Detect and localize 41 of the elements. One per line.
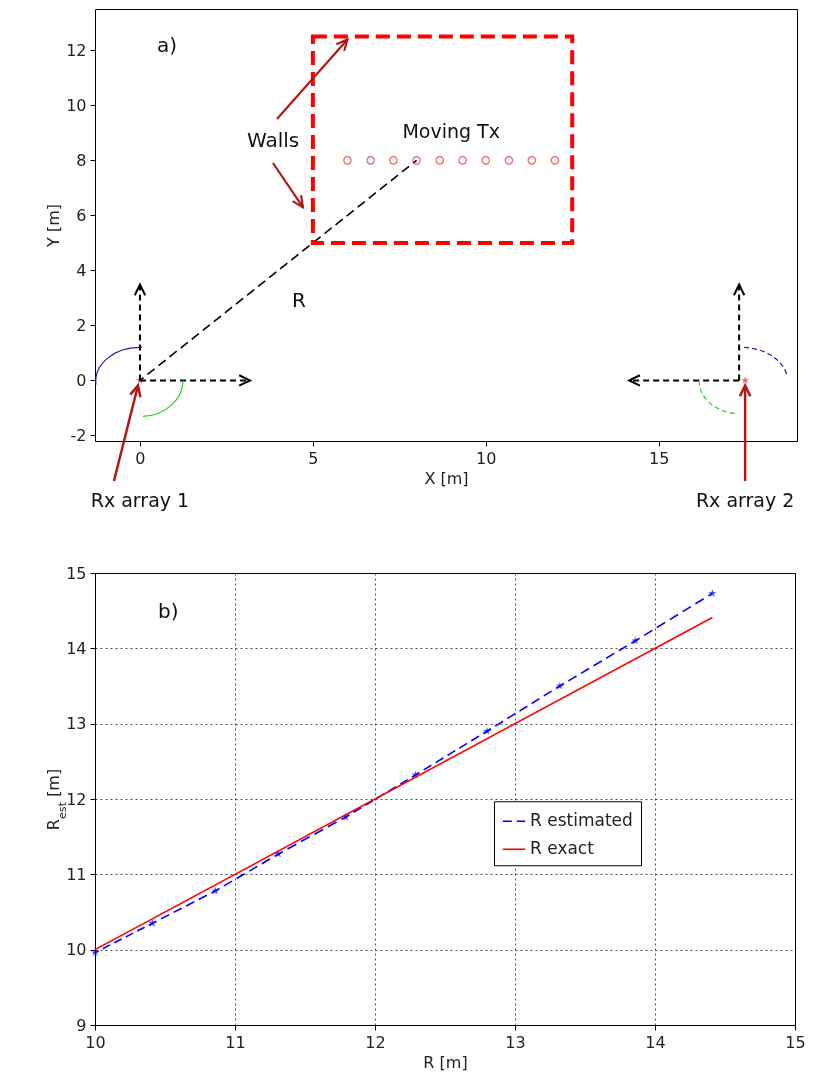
point [91,948,99,957]
annotation: R [292,288,306,312]
y-tick-label: 11 [66,864,87,884]
x-tick-label: 10 [476,448,497,468]
point [708,589,717,597]
legend-label: R estimated [530,810,633,831]
x-tick-label: 11 [225,1032,246,1052]
point [148,919,157,927]
y-tick-label: 2 [76,315,87,335]
text: Rx array 2 [695,489,795,511]
y-tick-label: -2 [70,426,87,445]
y-tick-label: 6 [76,205,87,225]
legend-label: R exact [530,838,595,859]
y-tick-label: 12 [66,789,87,809]
series-label: Moving Tx [402,120,500,143]
point [483,727,491,735]
x-tick-label: 15 [785,1032,806,1052]
text: Rx array 1 [90,489,190,511]
x-tick-label: 14 [645,1032,666,1052]
x-tick-label: 13 [505,1032,526,1052]
y-tick-label: 4 [76,260,87,280]
y-tick-label: 9 [76,1015,87,1035]
y-tick-label: 8 [76,150,87,170]
y-tick-label: 0 [76,370,87,390]
y-tick-label: 12 [66,40,87,60]
y-axis-title: Y [m] [44,204,64,248]
x-axis-title: X [m] [424,468,469,488]
x-tick-label: 5 [308,448,319,468]
annotation: b) [158,599,179,623]
point [555,681,564,690]
y-tick-label: 10 [66,95,87,115]
y-tick-label: 13 [66,714,87,734]
annotation: a) [157,33,178,57]
x-tick-label: 15 [649,448,670,468]
y-tick-label: 10 [66,940,87,960]
x-axis-title: R [m] [423,1052,468,1072]
y-tick-label: 14 [66,638,87,658]
x-tick-label: 12 [365,1032,386,1052]
annotation: Walls [247,128,300,152]
y-tick-label: 15 [66,563,87,583]
x-tick-label: 0 [135,448,146,468]
